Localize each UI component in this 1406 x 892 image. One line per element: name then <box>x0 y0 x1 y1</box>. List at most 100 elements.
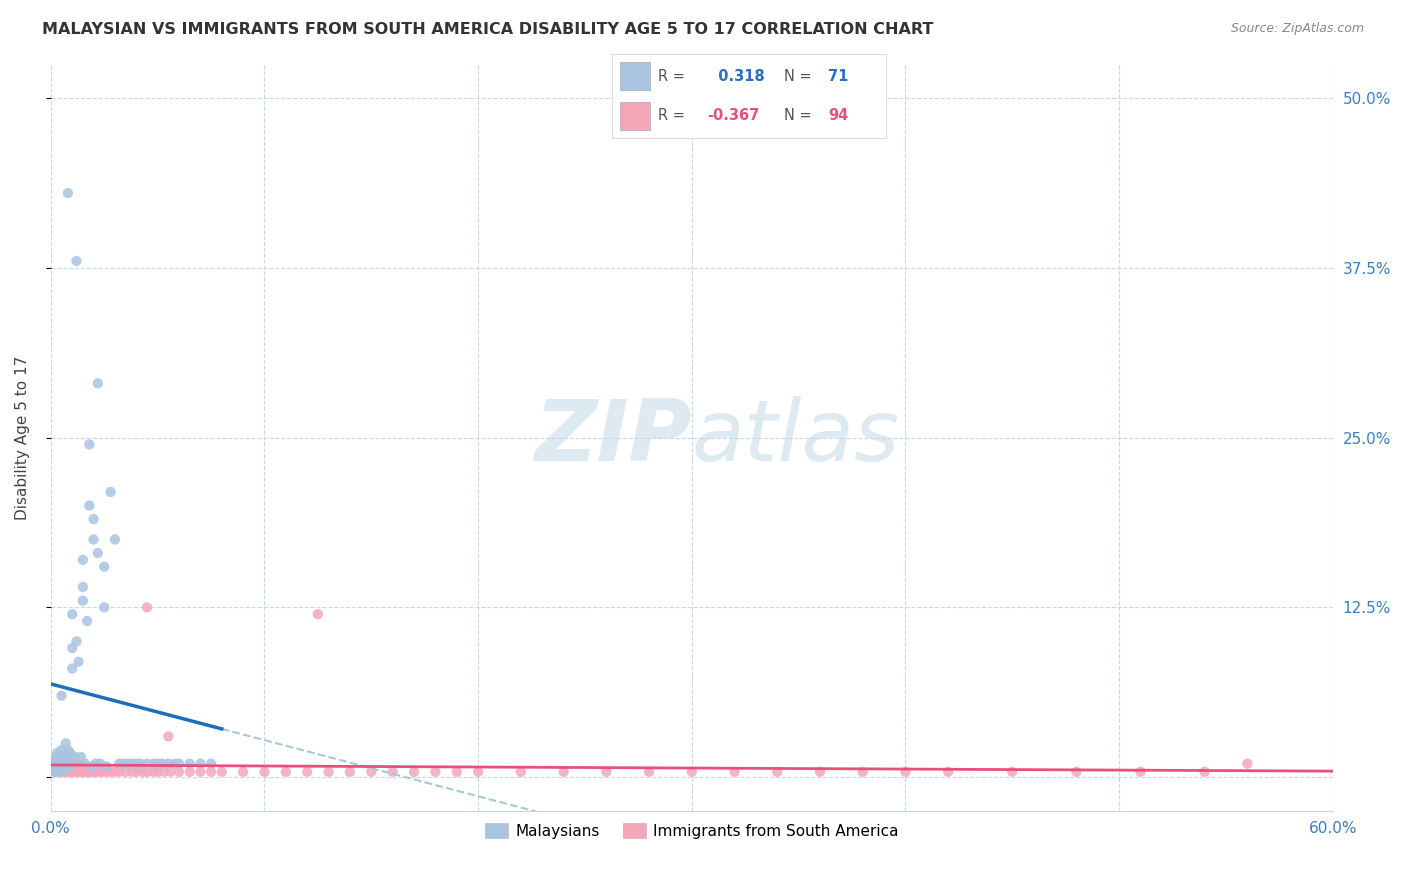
Point <box>42 759 65 773</box>
Point <box>84 764 107 779</box>
Point <box>42 764 65 778</box>
Point <box>79 499 101 513</box>
Point <box>46 764 69 779</box>
Point <box>51 759 73 773</box>
Point <box>104 764 127 779</box>
Point <box>72 759 94 773</box>
Point <box>153 764 176 779</box>
Point <box>638 764 661 779</box>
Point <box>96 764 118 779</box>
Point <box>73 764 96 779</box>
Point <box>83 533 105 547</box>
FancyBboxPatch shape <box>620 102 650 130</box>
Point <box>69 749 91 764</box>
Point <box>402 764 425 779</box>
Point <box>59 764 82 779</box>
Point <box>55 749 77 764</box>
Point <box>44 761 66 775</box>
Y-axis label: Disability Age 5 to 17: Disability Age 5 to 17 <box>15 356 30 520</box>
Point <box>553 764 575 779</box>
Point <box>51 764 73 778</box>
Point <box>96 759 118 773</box>
Text: Source: ZipAtlas.com: Source: ZipAtlas.com <box>1230 22 1364 36</box>
Point <box>1194 764 1216 779</box>
Point <box>55 764 77 779</box>
Point <box>48 754 70 768</box>
Legend: Malaysians, Immigrants from South America: Malaysians, Immigrants from South Americ… <box>479 816 905 845</box>
Point <box>63 756 86 771</box>
Text: 0.318: 0.318 <box>707 69 765 84</box>
Point <box>339 764 361 779</box>
Point <box>381 764 404 779</box>
Point <box>51 749 73 764</box>
Point <box>80 764 103 779</box>
Point <box>48 759 70 773</box>
Point <box>159 764 181 779</box>
Point <box>136 600 159 615</box>
Text: R =: R = <box>658 69 690 84</box>
Point <box>73 756 96 771</box>
Point <box>723 764 745 779</box>
Point <box>51 749 73 764</box>
Point <box>595 764 617 779</box>
Point <box>44 764 66 779</box>
Point <box>131 764 153 779</box>
Point <box>44 762 66 776</box>
Point <box>44 754 66 768</box>
Point <box>51 689 73 703</box>
Point <box>59 756 82 771</box>
Text: -0.367: -0.367 <box>707 108 759 123</box>
Point <box>852 764 875 779</box>
Point <box>108 764 131 779</box>
Point <box>60 641 83 656</box>
Point <box>65 254 87 268</box>
Point <box>1001 764 1024 779</box>
Point <box>56 749 79 764</box>
Point <box>48 764 70 778</box>
Point <box>67 764 90 779</box>
Point <box>42 759 65 773</box>
Point <box>55 754 77 768</box>
Point <box>1129 764 1152 779</box>
Text: N =: N = <box>785 69 817 84</box>
Point <box>274 764 297 779</box>
Point <box>157 730 180 744</box>
Point <box>93 559 115 574</box>
Point <box>150 756 173 771</box>
Point <box>190 756 212 771</box>
Point <box>60 749 83 764</box>
Point <box>200 756 222 771</box>
Point <box>100 485 122 500</box>
Point <box>72 580 94 594</box>
Point <box>100 764 122 779</box>
Point <box>60 759 83 773</box>
Text: ZIP: ZIP <box>534 396 692 479</box>
Point <box>76 614 98 628</box>
Point <box>89 756 111 771</box>
Point <box>63 764 86 779</box>
Point <box>307 607 329 622</box>
Point <box>55 759 77 773</box>
Point <box>91 764 114 779</box>
Point <box>83 512 105 526</box>
Point <box>44 764 66 779</box>
Text: R =: R = <box>658 108 690 123</box>
Point <box>48 754 70 768</box>
Point <box>46 761 69 775</box>
Point <box>46 759 69 773</box>
Point <box>318 764 340 779</box>
Point <box>46 746 69 760</box>
Text: 94: 94 <box>828 108 848 123</box>
Point <box>146 764 169 779</box>
Point <box>179 756 201 771</box>
Point <box>157 756 180 771</box>
Text: N =: N = <box>785 108 817 123</box>
Point <box>52 754 75 768</box>
Point <box>83 764 105 779</box>
Point <box>142 756 165 771</box>
Point <box>48 759 70 773</box>
Point <box>136 756 159 771</box>
Point <box>56 759 79 773</box>
Point <box>1236 756 1258 771</box>
Point <box>65 764 87 779</box>
